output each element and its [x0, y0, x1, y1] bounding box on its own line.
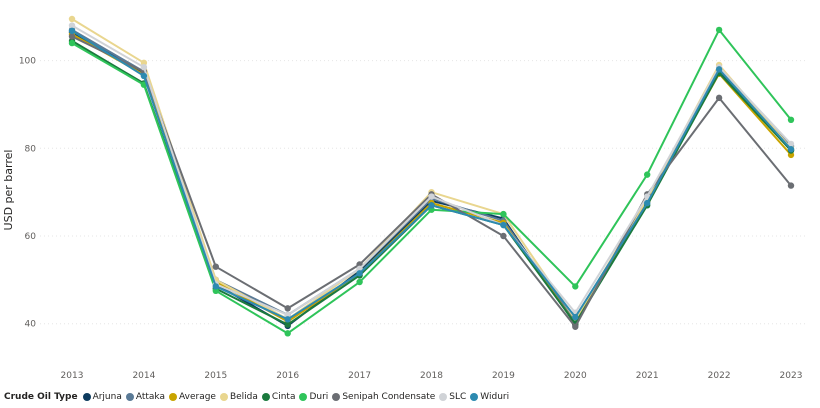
legend-label: SLC	[449, 392, 467, 402]
x-axis-ticks: 2013 2014 2015 2016 2017 2018 2019 2020 2021 2022…	[61, 371, 803, 381]
data-point[interactable]	[787, 182, 795, 189]
x-tick-label: 2015	[204, 371, 227, 381]
legend: Crude Oil Type Arjuna Attaka Average Belida…	[4, 390, 513, 404]
x-tick-label: 2020	[564, 371, 587, 381]
y-axis-label: USD per barrel	[2, 150, 15, 231]
data-point[interactable]	[356, 270, 363, 277]
x-tick-label: 2019	[492, 371, 515, 381]
x-tick-label: 2013	[61, 371, 84, 381]
legend-item[interactable]: Belida	[219, 392, 258, 402]
data-point[interactable]	[284, 311, 291, 319]
data-point[interactable]	[212, 263, 219, 270]
data-point[interactable]	[787, 116, 795, 124]
data-point[interactable]	[428, 202, 435, 209]
legend-label: Belida	[229, 392, 258, 402]
legend-item[interactable]: Duri	[299, 392, 328, 402]
data-point[interactable]	[500, 221, 507, 229]
y-tick-label: 60	[25, 232, 37, 242]
data-point[interactable]	[715, 66, 723, 73]
data-point[interactable]	[284, 305, 291, 312]
series-lines	[68, 15, 795, 337]
data-point[interactable]	[212, 287, 219, 295]
data-point[interactable]	[644, 199, 651, 207]
data-point[interactable]	[644, 171, 651, 178]
data-point[interactable]	[500, 210, 507, 218]
legend-item[interactable]: Arjuna	[82, 392, 122, 402]
data-point[interactable]	[140, 59, 148, 67]
data-point[interactable]	[572, 313, 579, 321]
data-point[interactable]	[68, 33, 76, 40]
x-tick-label: 2023	[780, 371, 803, 381]
legend-label: Duri	[309, 392, 329, 402]
data-point[interactable]	[284, 316, 291, 323]
legend-marker	[169, 393, 177, 401]
data-point[interactable]	[787, 145, 795, 153]
data-point[interactable]	[787, 140, 795, 148]
legend-marker	[332, 393, 341, 401]
data-point[interactable]	[284, 330, 291, 337]
data-point[interactable]	[212, 283, 219, 290]
legend-label: Cinta	[271, 392, 296, 402]
data-point[interactable]	[68, 15, 76, 23]
series-widuri[interactable]	[68, 27, 795, 323]
x-tick-label: 2018	[420, 371, 443, 381]
data-point[interactable]	[140, 63, 148, 71]
data-point[interactable]	[787, 151, 795, 159]
legend-item[interactable]: Attaka	[125, 392, 165, 402]
data-point[interactable]	[715, 94, 723, 102]
y-axis-ticks: 40 60 80 100	[19, 57, 36, 330]
data-point[interactable]	[68, 39, 76, 47]
legend-label: Widuri	[480, 392, 510, 402]
data-point[interactable]	[715, 26, 723, 34]
legend-marker	[299, 393, 308, 401]
data-point[interactable]	[356, 278, 363, 286]
legend-item[interactable]: Cinta	[261, 392, 296, 402]
data-point[interactable]	[140, 72, 148, 80]
legend-items: Arjuna Attaka Average Belida Cinta Duri Senipa…	[82, 392, 514, 402]
legend-label: Attaka	[135, 392, 165, 402]
x-tick-label: 2014	[132, 371, 155, 381]
y-tick-label: 100	[19, 57, 36, 67]
x-tick-label: 2016	[276, 371, 299, 381]
legend-item[interactable]: Senipah Condensate	[332, 392, 435, 402]
data-point[interactable]	[500, 232, 507, 240]
data-point[interactable]	[68, 27, 76, 34]
data-point[interactable]	[572, 323, 579, 330]
legend-item[interactable]: SLC	[439, 392, 466, 402]
x-tick-label: 2017	[348, 371, 371, 381]
x-tick-label: 2022	[708, 371, 731, 381]
legend-label: Senipah Condensate	[342, 392, 436, 402]
series-slc[interactable]	[68, 22, 795, 319]
data-point[interactable]	[428, 193, 435, 200]
legend-title: Crude Oil Type	[4, 392, 78, 402]
y-tick-label: 40	[25, 320, 37, 330]
legend-label: Average	[179, 392, 216, 402]
legend-marker	[470, 393, 479, 401]
legend-marker	[261, 393, 270, 401]
legend-marker	[219, 393, 228, 401]
data-point[interactable]	[68, 22, 76, 29]
legend-label: Arjuna	[92, 392, 122, 402]
legend-item[interactable]: Average	[169, 392, 216, 402]
legend-marker	[125, 393, 134, 401]
legend-marker	[439, 393, 448, 401]
series-duri[interactable]	[68, 26, 795, 337]
legend-item[interactable]: Widuri	[470, 392, 509, 402]
data-point[interactable]	[284, 321, 291, 328]
data-point[interactable]	[572, 283, 579, 290]
legend-marker	[82, 393, 91, 401]
y-tick-label: 80	[25, 144, 37, 154]
x-tick-label: 2021	[636, 371, 659, 381]
